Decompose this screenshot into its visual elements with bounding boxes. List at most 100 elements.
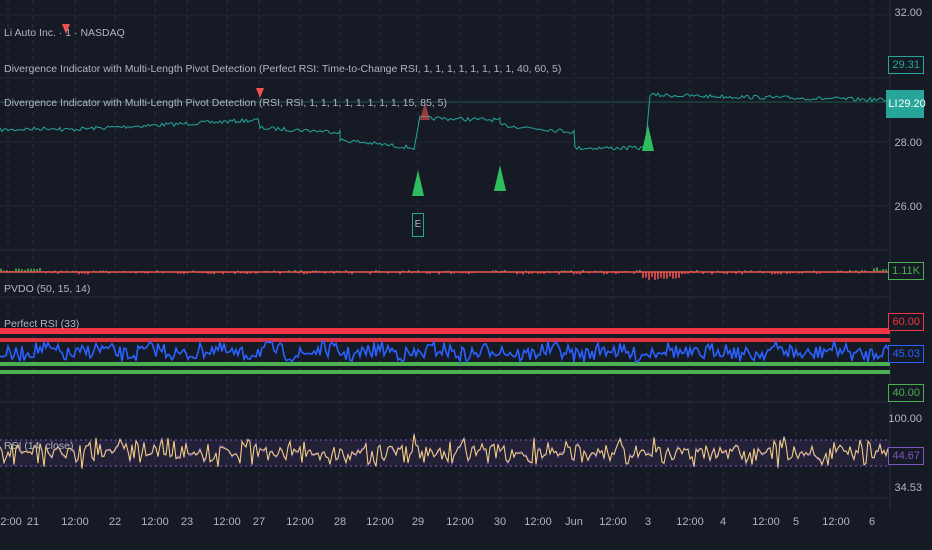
pvdo-bar [786, 272, 788, 275]
badge-pvdo: 1.11K [888, 262, 924, 280]
pvdo-bar [36, 268, 38, 273]
time-tick: 12:00 [213, 516, 241, 528]
time-tick: 23 [180, 516, 194, 528]
pvdo-bar [645, 272, 647, 278]
time-tick: 6 [868, 516, 876, 528]
pvdo-bar [279, 272, 281, 275]
time-tick: 12:00 [599, 516, 627, 528]
pvdo-bar [57, 272, 59, 274]
pvdo-bar [387, 272, 389, 274]
badge-prsi-upper: 60.00 [888, 313, 924, 331]
pvdo-bar [183, 272, 185, 275]
perfect-rsi-line [0, 339, 889, 365]
pvdo-bar [438, 272, 440, 275]
rsi-tick-bottom: 34.53 [894, 482, 922, 494]
prsi-lower-band-2 [0, 370, 890, 374]
price-spike [420, 102, 430, 120]
pvdo-bar [87, 272, 89, 275]
pvdo-bar [15, 268, 17, 273]
pvdo-bar [369, 272, 371, 275]
rsi-line [0, 434, 889, 469]
prsi-upper-band-2 [0, 338, 890, 342]
pvdo-bar [780, 272, 782, 275]
legend-perfect-rsi[interactable]: Perfect RSI (33) [4, 318, 80, 330]
time-tick: 30 [493, 516, 507, 528]
pvdo-bar [654, 272, 656, 280]
pvdo-bar [606, 272, 608, 275]
time-tick: 4 [719, 516, 727, 528]
prsi-upper-band [0, 328, 890, 334]
pvdo-bar [687, 272, 689, 274]
time-tick: 12:00 [141, 516, 169, 528]
pvdo-bar [876, 267, 878, 273]
pvdo-bar [735, 272, 737, 274]
pvdo-bar [255, 272, 257, 274]
time-tick: 12:00 [61, 516, 89, 528]
legend-rsi[interactable]: RSI (14, close) [4, 440, 74, 452]
pvdo-bar [774, 272, 776, 275]
pvdo-bar [579, 272, 581, 275]
time-tick: Jun [565, 516, 583, 528]
time-tick: 12:00 [524, 516, 552, 528]
legend-divergence-1[interactable]: Divergence Indicator with Multi-Length P… [4, 63, 562, 75]
pvdo-bar [468, 272, 470, 275]
pvdo-bar [306, 272, 308, 275]
pvdo-bar [207, 272, 209, 274]
pvdo-bar [522, 272, 524, 275]
pvdo-bar [858, 272, 860, 274]
pvdo-bar [450, 272, 452, 275]
legend-pvdo[interactable]: PVDO (50, 15, 14) [4, 283, 91, 295]
pvdo-bar [324, 272, 326, 274]
badge-prsi-value: 45.03 [888, 345, 924, 363]
pvdo-bar [576, 272, 578, 274]
pvdo-bar [642, 272, 644, 279]
time-tick: 12:00 [752, 516, 780, 528]
bullish-marker [642, 125, 654, 151]
pvdo-bar [672, 272, 674, 279]
badge-29-31: 29.31 [888, 56, 924, 74]
prsi-lower-band [0, 362, 890, 366]
pvdo-bar [303, 272, 305, 275]
earnings-marker[interactable]: E [412, 205, 424, 239]
pvdo-bar [108, 272, 110, 274]
pvdo-bar [678, 272, 680, 278]
time-tick: 3 [644, 516, 652, 528]
time-tick: 28 [333, 516, 347, 528]
pvdo-bar [213, 272, 215, 275]
bullish-marker [494, 165, 506, 191]
pvdo-bar [81, 272, 83, 274]
pvdo-bar [633, 272, 635, 274]
pvdo-bar [657, 272, 659, 280]
pvdo-bar [84, 272, 86, 274]
pvdo-bar [426, 272, 428, 274]
time-tick: 27 [252, 516, 266, 528]
time-tick: 29 [411, 516, 425, 528]
time-tick: 5 [792, 516, 800, 528]
legend-divergence-2[interactable]: Divergence Indicator with Multi-Length P… [4, 97, 447, 109]
pvdo-bar [531, 272, 533, 274]
pvdo-bar [741, 272, 743, 275]
pvdo-bar [333, 272, 335, 274]
pvdo-bar [660, 272, 662, 278]
pvdo-bar [39, 268, 41, 273]
pvdo-bar [30, 268, 32, 273]
pvdo-bar [669, 272, 671, 277]
time-tick: 12:00 [676, 516, 704, 528]
pvdo-bar [681, 272, 683, 275]
pvdo-bar [702, 272, 704, 274]
pvdo-bar [249, 272, 251, 274]
pvdo-bar [651, 272, 653, 277]
pvdo-bar [246, 272, 248, 275]
pvdo-bar [789, 272, 791, 274]
badge-prsi-lower: 40.00 [888, 384, 924, 402]
pvdo-bar [663, 272, 665, 279]
time-tick: 21 [26, 516, 40, 528]
pvdo-bar [801, 272, 803, 274]
bearish-marker [256, 88, 264, 98]
pvdo-bar [666, 272, 668, 279]
pvdo-bar [726, 272, 728, 275]
badge-rsi-value: 44.67 [888, 447, 924, 465]
earnings-marker-label: E [412, 213, 424, 237]
pvdo-bar [528, 272, 530, 275]
